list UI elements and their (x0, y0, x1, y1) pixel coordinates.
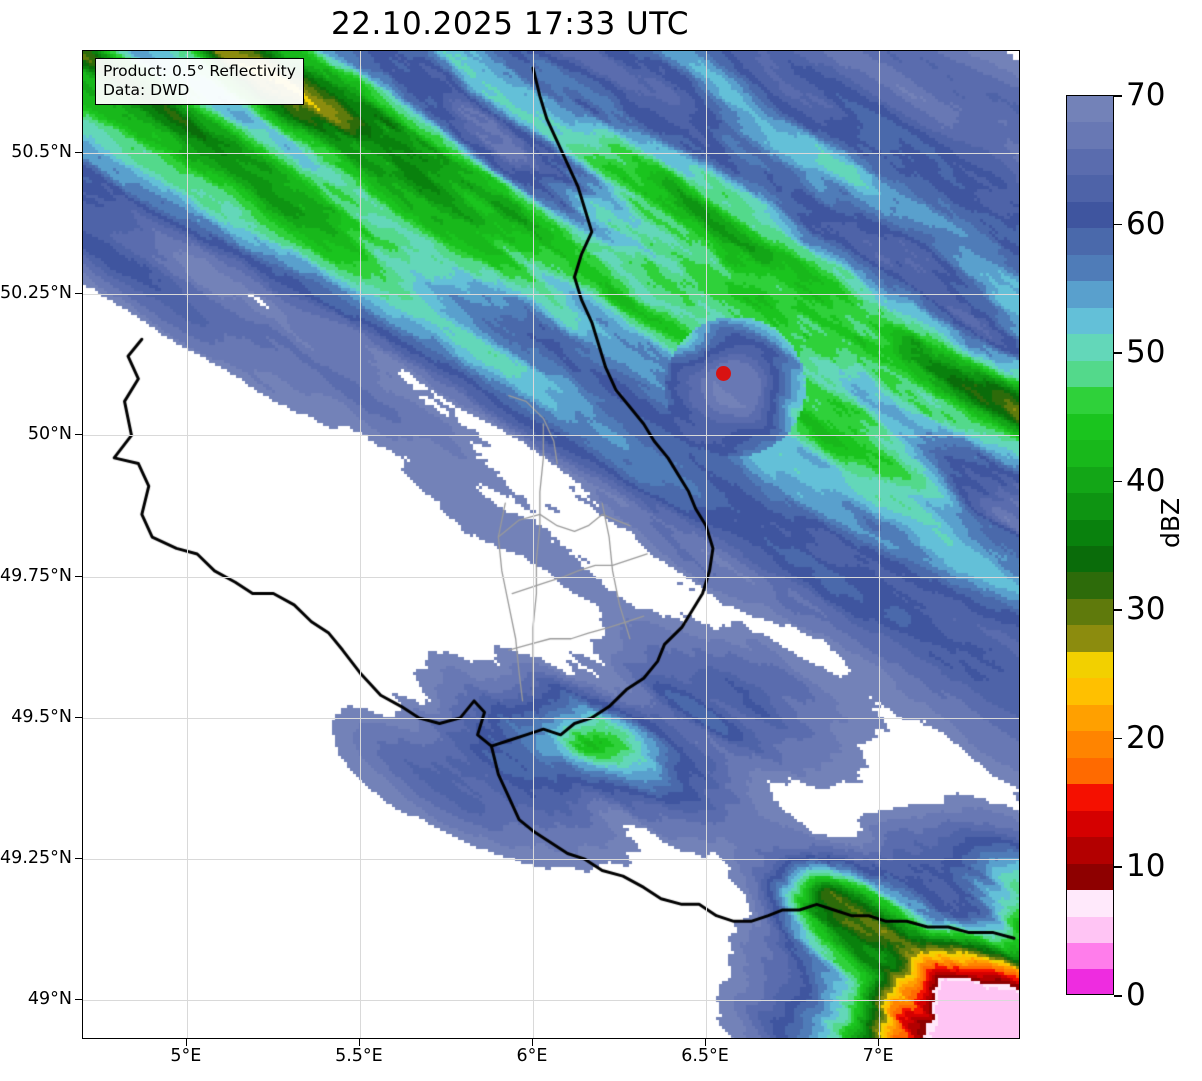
colorbar-band (1067, 943, 1113, 970)
x-axis-tick-label-2: 6°E (516, 1046, 548, 1066)
colorbar-tick-mark (1114, 609, 1122, 611)
legend-product-line: Product: 0.5° Reflectivity (103, 62, 296, 80)
gridline-horizontal (83, 717, 1019, 719)
colorbar-band (1067, 493, 1113, 520)
y-tick-mark (75, 858, 82, 860)
legend-data-line: Data: DWD (103, 81, 190, 99)
colorbar-band (1067, 96, 1113, 123)
legend-box: Product: 0.5° Reflectivity Data: DWD (95, 58, 304, 105)
y-tick-mark (75, 575, 82, 577)
colorbar-band (1067, 916, 1113, 943)
colorbar[interactable] (1066, 95, 1114, 995)
x-axis-tick-label-0: 5°E (170, 1046, 202, 1066)
colorbar-tick-mark (1114, 995, 1122, 997)
x-tick-mark (878, 1039, 880, 1046)
gridline-horizontal (83, 859, 1019, 861)
colorbar-tick-mark (1114, 352, 1122, 354)
colorbar-tick-label-0: 0 (1126, 977, 1146, 1013)
colorbar-band (1067, 545, 1113, 573)
x-axis-tick-label-1: 5.5°E (335, 1046, 383, 1066)
colorbar-band (1067, 757, 1113, 785)
map-borders-layer (83, 51, 1019, 1038)
colorbar-band (1067, 704, 1113, 732)
gridline-vertical (532, 51, 534, 1038)
gridline-vertical (186, 51, 188, 1038)
y-tick-mark (75, 999, 82, 1001)
gridline-horizontal (83, 1000, 1019, 1002)
colorbar-band (1067, 387, 1113, 414)
colorbar-tick-label-40: 40 (1126, 462, 1166, 499)
gridline-horizontal (83, 435, 1019, 437)
colorbar-band (1067, 148, 1113, 176)
colorbar-band (1067, 519, 1113, 546)
colorbar-band (1067, 598, 1113, 626)
colorbar-band (1067, 466, 1113, 494)
gridline-vertical (359, 51, 361, 1038)
x-tick-mark (705, 1039, 707, 1046)
colorbar-band (1067, 572, 1113, 599)
radar-canvas-wrapper (83, 51, 1019, 1038)
x-tick-mark (358, 1039, 360, 1046)
colorbar-tick-label-60: 60 (1126, 205, 1166, 242)
y-tick-mark (75, 716, 82, 718)
y-axis-tick-label-2: 50°N (27, 424, 72, 445)
colorbar-band (1067, 254, 1113, 282)
y-axis-tick-label-5: 49.25°N (0, 848, 72, 869)
page-title: 22.10.2025 17:33 UTC (331, 6, 689, 42)
colorbar-tick-label-30: 30 (1126, 591, 1166, 628)
colorbar-band (1067, 810, 1113, 838)
y-tick-mark (75, 434, 82, 436)
y-tick-mark (75, 293, 82, 294)
colorbar-tick-mark (1114, 737, 1122, 740)
colorbar-band (1067, 122, 1113, 149)
gridline-horizontal (83, 152, 1019, 154)
gridline-horizontal (83, 294, 1019, 295)
map-plot-area[interactable] (82, 50, 1020, 1039)
colorbar-band (1067, 307, 1113, 335)
y-axis-tick-label-0: 50.5°N (11, 141, 72, 162)
colorbar-tick-mark (1114, 223, 1122, 226)
x-axis-tick-label-4: 7°E (862, 1046, 894, 1066)
colorbar-band (1067, 440, 1113, 467)
x-axis-tick-label-3: 6.5°E (681, 1046, 729, 1066)
colorbar-tick-label-50: 50 (1126, 334, 1166, 371)
colorbar-band (1067, 651, 1113, 679)
radar-site-marker[interactable] (715, 365, 731, 381)
x-tick-mark (185, 1039, 187, 1046)
colorbar-band (1067, 281, 1113, 308)
colorbar-tick-label-20: 20 (1126, 719, 1166, 756)
gridline-vertical (879, 51, 881, 1038)
colorbar-tick-label-70: 70 (1126, 77, 1166, 113)
colorbar-band (1067, 784, 1113, 811)
gridline-horizontal (83, 576, 1019, 578)
colorbar-band (1067, 413, 1113, 441)
colorbar-tick-label-10: 10 (1126, 848, 1166, 885)
y-tick-mark (75, 151, 82, 153)
colorbar-band (1067, 890, 1113, 917)
y-axis-tick-label-6: 49°N (27, 989, 72, 1010)
colorbar-band (1067, 837, 1113, 864)
colorbar-band (1067, 175, 1113, 202)
colorbar-tick-mark (1114, 480, 1122, 483)
colorbar-band (1067, 228, 1113, 255)
colorbar-tick-mark (1114, 866, 1122, 869)
colorbar-band (1067, 731, 1113, 758)
colorbar-band (1067, 360, 1113, 388)
y-axis-tick-label-1: 50.25°N (0, 283, 72, 303)
x-tick-mark (531, 1039, 533, 1046)
y-axis-tick-label-3: 49.75°N (0, 565, 72, 586)
colorbar-tick-mark (1114, 95, 1122, 97)
colorbar-band (1067, 625, 1113, 652)
gridline-vertical (706, 51, 708, 1038)
colorbar-band (1067, 863, 1113, 891)
colorbar-band (1067, 334, 1113, 361)
colorbar-label: dBZ (1156, 497, 1185, 548)
colorbar-band (1067, 678, 1113, 705)
colorbar-band (1067, 201, 1113, 229)
y-axis-tick-label-4: 49.5°N (11, 706, 72, 727)
colorbar-band (1067, 969, 1113, 994)
